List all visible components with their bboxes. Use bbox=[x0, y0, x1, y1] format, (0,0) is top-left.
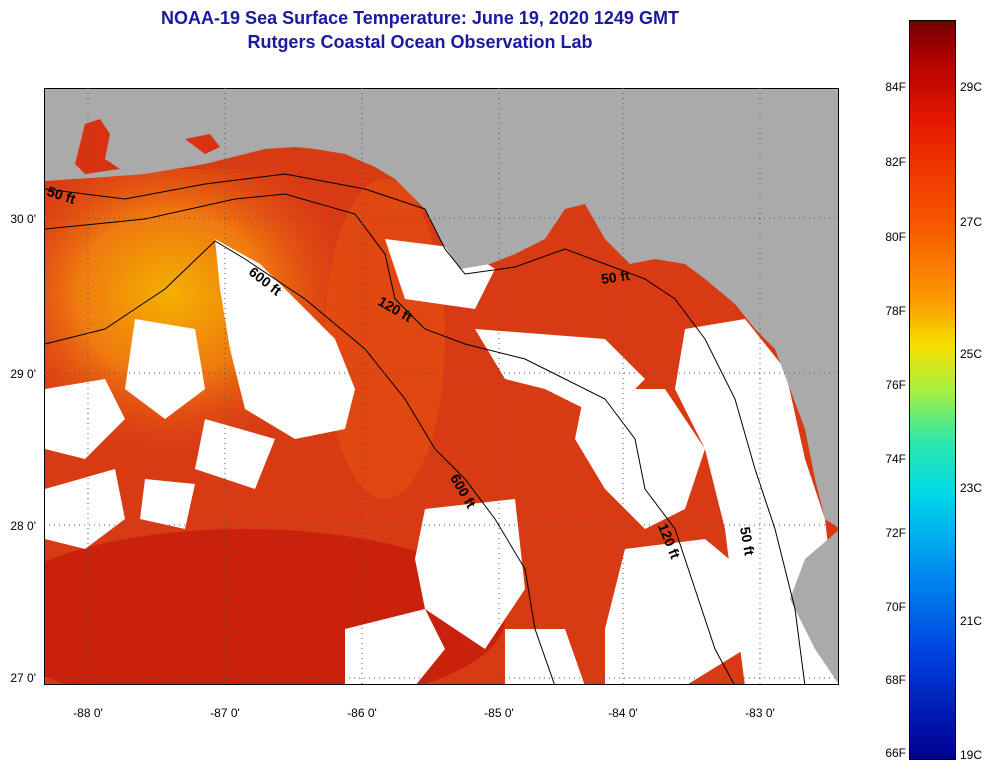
lon-label: -88 0' bbox=[73, 706, 103, 720]
lon-label: -84 0' bbox=[608, 706, 638, 720]
map-subtitle: Rutgers Coastal Ocean Observation Lab bbox=[247, 32, 593, 52]
scale-tick-c: 27C bbox=[960, 215, 983, 229]
peninsula-land bbox=[790, 530, 838, 684]
scale-tick-f: 68F bbox=[885, 673, 906, 687]
lat-label: 27 0' bbox=[10, 671, 36, 685]
scale-tick-f: 72F bbox=[885, 526, 906, 540]
scale-tick-f: 76F bbox=[885, 378, 906, 392]
sst-map: 50 ft 600 ft 120 ft 50 ft 600 ft 120 ft … bbox=[44, 88, 839, 685]
lon-label: -86 0' bbox=[347, 706, 377, 720]
lat-label: 30 0' bbox=[10, 212, 36, 226]
scale-tick-c: 23C bbox=[960, 481, 983, 495]
color-scale-bar bbox=[909, 20, 956, 760]
scale-tick-c: 19C bbox=[960, 748, 983, 762]
orange-band bbox=[325, 179, 445, 499]
map-title: NOAA-19 Sea Surface Temperature: June 19… bbox=[161, 8, 679, 28]
contour-50ft bbox=[45, 173, 806, 684]
bay bbox=[75, 119, 120, 174]
scale-tick-f: 82F bbox=[885, 155, 906, 169]
lat-label: 29 0' bbox=[10, 367, 36, 381]
contour-600ft bbox=[45, 240, 555, 684]
lat-label: 28 0' bbox=[10, 519, 36, 533]
cloud-cover bbox=[45, 239, 838, 684]
scale-tick-f: 70F bbox=[885, 600, 906, 614]
land-mass bbox=[45, 89, 838, 528]
scale-tick-f: 84F bbox=[885, 80, 906, 94]
scale-tick-f: 66F bbox=[885, 746, 906, 760]
scale-tick-c: 29C bbox=[960, 80, 983, 94]
scale-tick-f: 74F bbox=[885, 452, 906, 466]
scale-tick-f: 80F bbox=[885, 230, 906, 244]
bay bbox=[185, 134, 220, 154]
contour-120ft bbox=[45, 193, 735, 684]
scale-tick-c: 25C bbox=[960, 347, 983, 361]
lon-label: -83 0' bbox=[745, 706, 775, 720]
lon-label: -85 0' bbox=[484, 706, 514, 720]
lon-label: -87 0' bbox=[210, 706, 240, 720]
scale-tick-f: 78F bbox=[885, 304, 906, 318]
scale-tick-c: 21C bbox=[960, 614, 983, 628]
